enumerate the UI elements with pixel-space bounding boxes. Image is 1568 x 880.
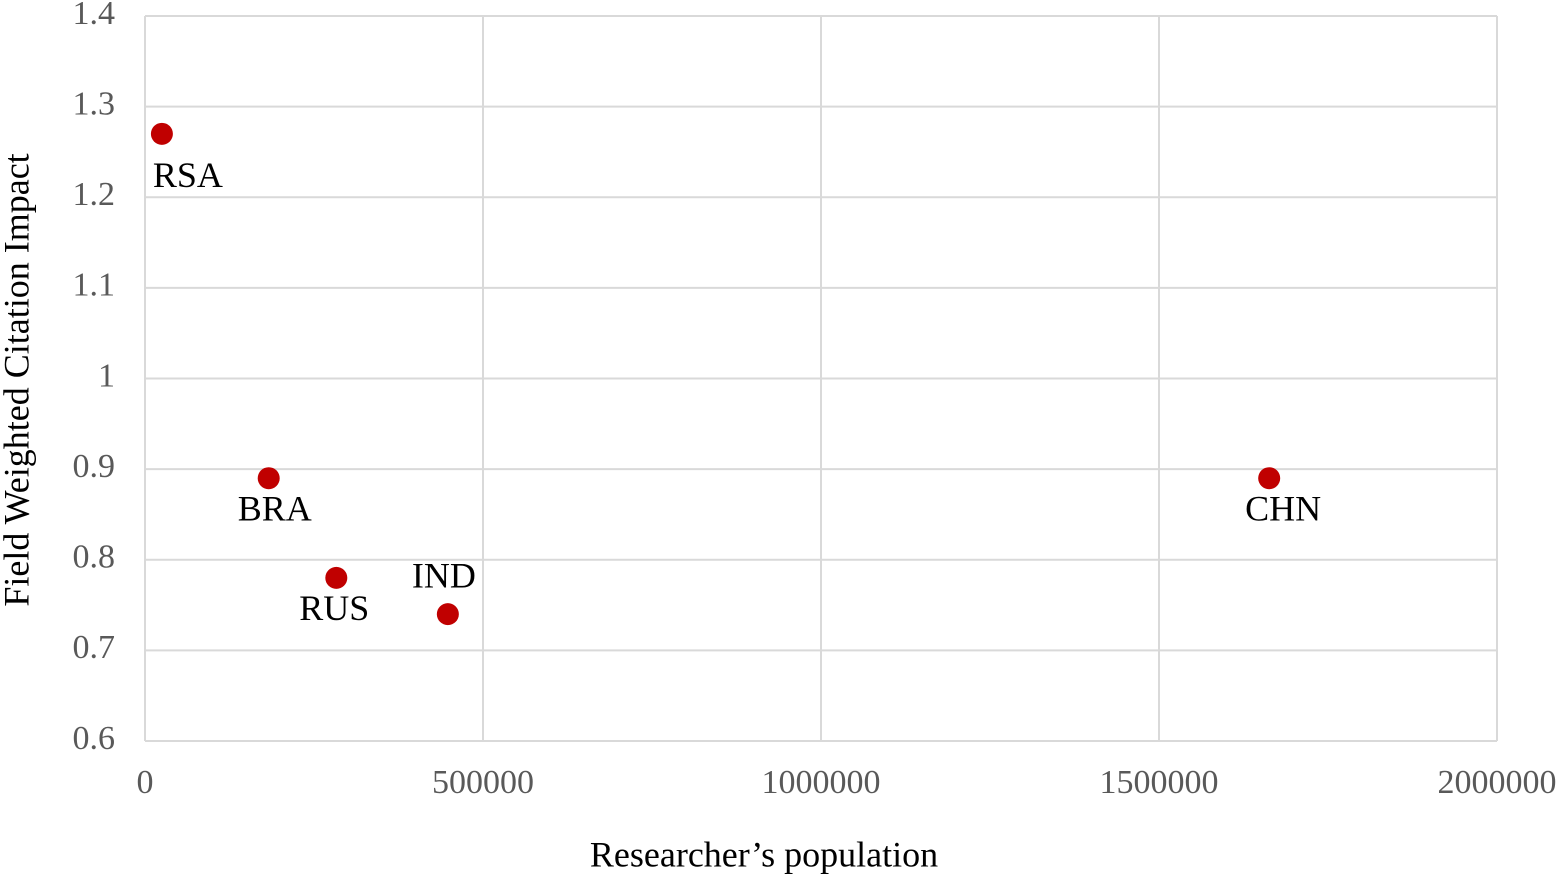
- y-tick-label: 1.3: [73, 85, 116, 122]
- point: [150, 122, 173, 145]
- x-tick-label: 1000000: [762, 764, 881, 801]
- point: [325, 566, 348, 589]
- x-tick-label: 2000000: [1438, 764, 1557, 801]
- data-label: RUS: [299, 588, 369, 628]
- point: [1258, 467, 1281, 490]
- data-label: CHN: [1245, 488, 1321, 528]
- y-tick-label: 1: [98, 357, 115, 394]
- data-label: BRA: [238, 488, 312, 528]
- x-tick-label: 0: [137, 764, 154, 801]
- x-tick-label: 500000: [432, 764, 534, 801]
- point: [436, 603, 459, 626]
- data-label: IND: [412, 555, 476, 595]
- point: [257, 467, 280, 490]
- y-tick-label: 1.1: [73, 267, 116, 304]
- y-tick-label: 1.2: [73, 176, 116, 213]
- y-tick-label: 1.4: [73, 0, 116, 32]
- x-axis-title: Researcher’s population: [590, 834, 938, 874]
- y-tick-label: 0.7: [73, 629, 116, 666]
- y-tick-label: 0.6: [73, 720, 116, 757]
- y-tick-label: 0.8: [73, 539, 116, 576]
- data-label: RSA: [153, 155, 223, 195]
- y-tick-label: 0.9: [73, 448, 116, 485]
- y-axis-title: Field Weighted Citation Impact: [0, 153, 36, 606]
- x-tick-label: 1500000: [1100, 764, 1219, 801]
